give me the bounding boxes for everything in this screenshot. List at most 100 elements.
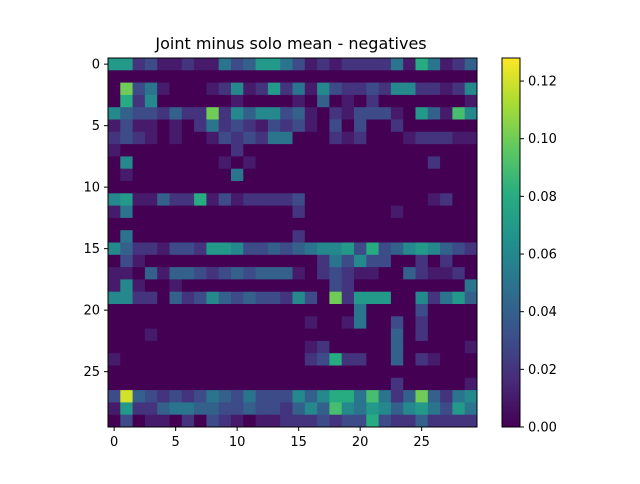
heatmap-cell bbox=[366, 328, 379, 342]
heatmap-cell bbox=[403, 193, 416, 206]
heatmap-cell bbox=[255, 168, 269, 182]
heatmap-cell bbox=[390, 267, 404, 280]
heatmap-cell bbox=[120, 402, 133, 416]
heatmap-cell bbox=[132, 94, 146, 108]
heatmap-cell bbox=[194, 316, 207, 329]
heatmap-cell bbox=[108, 217, 121, 231]
heatmap-cell bbox=[341, 107, 355, 120]
heatmap-cell bbox=[390, 168, 404, 182]
heatmap-cell bbox=[157, 217, 170, 231]
heatmap-cell bbox=[243, 58, 256, 71]
heatmap-cell bbox=[231, 217, 244, 231]
heatmap-cell bbox=[267, 254, 281, 268]
heatmap-cell bbox=[255, 304, 269, 317]
heatmap-cell bbox=[341, 291, 355, 305]
heatmap-cell bbox=[231, 58, 244, 71]
heatmap-cell bbox=[132, 365, 146, 379]
heatmap-cell bbox=[144, 144, 158, 157]
heatmap-cell bbox=[280, 402, 293, 416]
heatmap-cell bbox=[427, 279, 441, 293]
heatmap-cell bbox=[231, 119, 244, 133]
heatmap-cell bbox=[132, 414, 146, 428]
heatmap-cell bbox=[181, 377, 195, 391]
heatmap-cell bbox=[169, 82, 183, 96]
heatmap-cell bbox=[231, 205, 244, 219]
heatmap-cell bbox=[194, 267, 207, 280]
heatmap-cell bbox=[440, 94, 453, 108]
heatmap-cell bbox=[157, 119, 170, 133]
heatmap-cell bbox=[267, 181, 281, 194]
heatmap-cell bbox=[464, 131, 478, 145]
heatmap-cell bbox=[243, 304, 256, 317]
heatmap-cell bbox=[144, 279, 158, 293]
heatmap-cell bbox=[452, 304, 466, 317]
heatmap-cell bbox=[440, 181, 453, 194]
heatmap-cell bbox=[108, 390, 121, 403]
heatmap-cell bbox=[378, 70, 392, 83]
heatmap-cell bbox=[452, 181, 466, 194]
heatmap-cell bbox=[304, 402, 318, 416]
heatmap-cell bbox=[403, 205, 416, 219]
heatmap-cell bbox=[267, 242, 281, 256]
heatmap-cell bbox=[329, 107, 343, 120]
heatmap-cell bbox=[464, 402, 478, 416]
heatmap-cell bbox=[169, 390, 183, 403]
heatmap-cell bbox=[341, 402, 355, 416]
heatmap-cell bbox=[194, 242, 207, 256]
heatmap-cell bbox=[255, 144, 269, 157]
heatmap-cell bbox=[317, 205, 330, 219]
heatmap-cell bbox=[132, 181, 146, 194]
heatmap-cell bbox=[194, 304, 207, 317]
heatmap-cell bbox=[464, 230, 478, 243]
heatmap-cell bbox=[120, 390, 133, 403]
heatmap-cell bbox=[464, 328, 478, 342]
heatmap-cell bbox=[120, 230, 133, 243]
heatmap-cell bbox=[292, 267, 306, 280]
heatmap-cell bbox=[427, 156, 441, 170]
heatmap-cell bbox=[243, 365, 256, 379]
heatmap-cell bbox=[255, 107, 269, 120]
heatmap-cell bbox=[341, 328, 355, 342]
heatmap-cell bbox=[403, 230, 416, 243]
heatmap-cell bbox=[304, 144, 318, 157]
heatmap-cell bbox=[464, 205, 478, 219]
heatmap-cell bbox=[366, 181, 379, 194]
heatmap-cell bbox=[329, 267, 343, 280]
heatmap-cell bbox=[464, 254, 478, 268]
heatmap-cell bbox=[194, 365, 207, 379]
heatmap-cell bbox=[427, 217, 441, 231]
x-tick-label: 0 bbox=[110, 435, 118, 450]
heatmap-cell bbox=[267, 217, 281, 231]
heatmap-cell bbox=[157, 82, 170, 96]
heatmap-cell bbox=[157, 58, 170, 71]
heatmap-cell bbox=[120, 144, 133, 157]
heatmap-cell bbox=[255, 328, 269, 342]
heatmap-cell bbox=[144, 131, 158, 145]
heatmap-cell bbox=[317, 402, 330, 416]
heatmap-cell bbox=[218, 353, 232, 366]
heatmap-cell bbox=[292, 131, 306, 145]
heatmap-cell bbox=[427, 365, 441, 379]
heatmap-cell bbox=[231, 168, 244, 182]
heatmap-cell bbox=[341, 304, 355, 317]
heatmap-cell bbox=[280, 168, 293, 182]
heatmap-cell bbox=[440, 131, 453, 145]
heatmap-cell bbox=[132, 279, 146, 293]
heatmap-cell bbox=[108, 242, 121, 256]
heatmap-cell bbox=[304, 131, 318, 145]
heatmap-cell bbox=[255, 58, 269, 71]
heatmap-cell bbox=[206, 304, 220, 317]
heatmap-cell bbox=[243, 119, 256, 133]
heatmap-cell bbox=[292, 94, 306, 108]
y-tick-label: 5 bbox=[92, 119, 100, 134]
heatmap-cell bbox=[206, 291, 220, 305]
heatmap-cell bbox=[157, 304, 170, 317]
heatmap-cell bbox=[108, 291, 121, 305]
heatmap-cell bbox=[231, 94, 244, 108]
heatmap-cell bbox=[157, 94, 170, 108]
heatmap-cell bbox=[452, 254, 466, 268]
heatmap-cell bbox=[194, 82, 207, 96]
heatmap-cell bbox=[427, 94, 441, 108]
heatmap-cell bbox=[329, 205, 343, 219]
heatmap-cell bbox=[440, 328, 453, 342]
